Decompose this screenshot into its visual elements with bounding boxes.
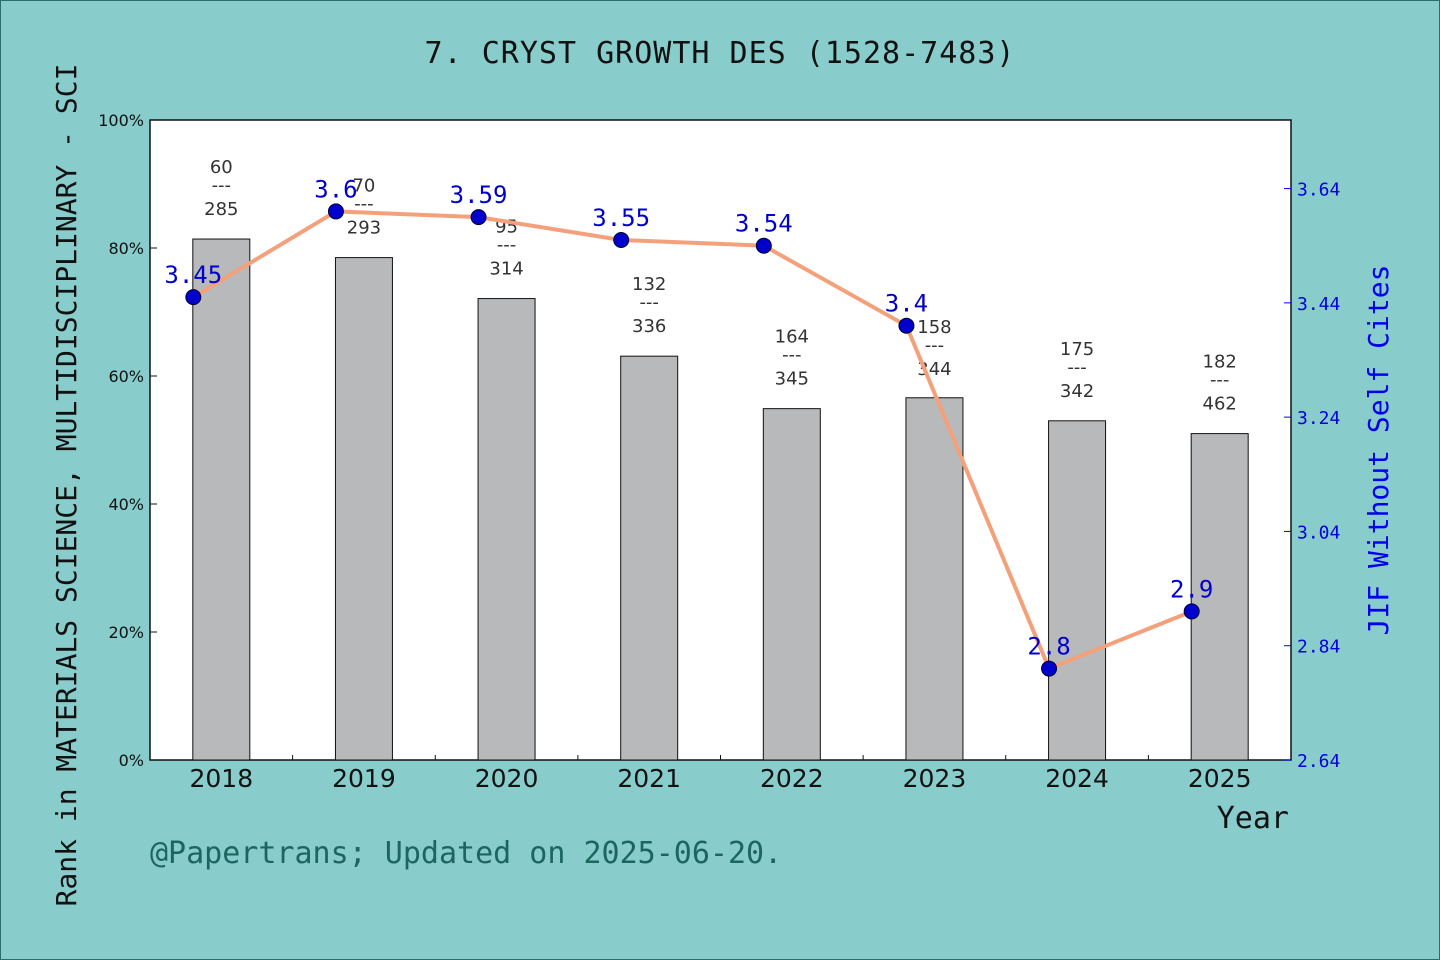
bar xyxy=(1190,433,1249,761)
bar xyxy=(905,397,964,761)
bar-rank-separator: --- xyxy=(1210,370,1230,391)
jif-data-label: 3.45 xyxy=(164,261,222,289)
bar xyxy=(762,408,821,761)
bar xyxy=(620,355,679,761)
y-tick-label: 100% xyxy=(98,111,144,130)
jif-data-label: 3.4 xyxy=(885,290,928,318)
x-tick-label: 2025 xyxy=(1188,764,1252,793)
y2-tick-label: 3.24 xyxy=(1297,408,1340,429)
bar-rank-separator: --- xyxy=(212,175,232,196)
bar-rank-separator: --- xyxy=(497,235,517,256)
jif-data-label: 3.59 xyxy=(450,181,508,209)
bar xyxy=(192,238,251,761)
y2-tick-label: 3.44 xyxy=(1297,294,1340,315)
y2-tick-label: 2.84 xyxy=(1297,637,1340,658)
jif-data-label: 3.54 xyxy=(735,210,793,238)
jif-point xyxy=(613,232,630,248)
bar-rank-separator: --- xyxy=(1067,357,1087,378)
x-tick-label: 2020 xyxy=(475,764,539,793)
jif-point xyxy=(1183,603,1200,620)
bar xyxy=(477,298,536,761)
y2-axis-title: JIF Without Self Cites xyxy=(1362,265,1395,636)
jif-point xyxy=(327,203,344,220)
y2-tick-label: 3.04 xyxy=(1297,522,1340,543)
y-tick-label: 20% xyxy=(108,623,144,642)
jif-data-label: 3.55 xyxy=(592,204,650,232)
y-tick-label: 80% xyxy=(108,239,144,258)
bar-rank-separator: --- xyxy=(925,335,945,356)
y2-tick-label: 3.64 xyxy=(1297,180,1340,201)
y-axis-title: Rank in MATERIALS SCIENCE, MULTIDISCIPLI… xyxy=(50,64,83,907)
plot-area xyxy=(149,119,1292,761)
x-tick-label: 2023 xyxy=(903,764,967,793)
bar xyxy=(1048,420,1107,761)
bar-rank-separator: --- xyxy=(782,345,802,366)
x-tick-label: 2018 xyxy=(190,764,254,793)
bar-rank-label: 175 xyxy=(1060,339,1094,360)
bar-total-label: 462 xyxy=(1203,394,1237,415)
jif-point xyxy=(470,209,487,226)
bar-rank-label: 164 xyxy=(775,327,809,348)
bar-rank-separator: --- xyxy=(639,292,659,313)
bar-total-label: 285 xyxy=(204,199,238,220)
jif-point xyxy=(755,237,772,254)
bar-total-label: 336 xyxy=(632,316,666,337)
jif-line xyxy=(192,209,1193,671)
y2-tick-label: 2.64 xyxy=(1297,751,1340,772)
bar-total-label: 342 xyxy=(1060,381,1094,402)
x-tick-label: 2024 xyxy=(1045,764,1109,793)
x-axis-title: Year xyxy=(1217,801,1289,836)
jif-point xyxy=(898,317,915,334)
x-tick-label: 2019 xyxy=(332,764,396,793)
bar-total-label: 345 xyxy=(775,369,809,390)
bar-rank-label: 182 xyxy=(1203,352,1237,373)
bar-rank-label: 158 xyxy=(917,317,951,338)
jif-data-label: 2.9 xyxy=(1170,575,1213,603)
bar xyxy=(334,257,393,761)
x-tick-label: 2022 xyxy=(760,764,824,793)
footer-note: @Papertrans; Updated on 2025-06-20. xyxy=(150,836,783,871)
bar-total-label: 314 xyxy=(489,259,523,280)
bar-rank-label: 60 xyxy=(210,157,233,178)
bar-rank-separator: --- xyxy=(354,194,374,215)
jif-data-label: 2.8 xyxy=(1027,633,1070,661)
y-tick-label: 0% xyxy=(119,751,144,770)
bar-rank-label: 70 xyxy=(352,176,375,197)
y-tick-label: 40% xyxy=(108,495,144,514)
jif-data-label: 3.6 xyxy=(314,175,357,203)
jif-point xyxy=(1041,660,1058,677)
bar-rank-label: 132 xyxy=(632,274,666,295)
jif-point xyxy=(185,289,202,306)
x-tick-label: 2021 xyxy=(617,764,681,793)
y-tick-label: 60% xyxy=(108,367,144,386)
bar-total-label: 293 xyxy=(347,218,381,239)
chart-title: 7. CRYST GROWTH DES (1528-7483) xyxy=(424,36,1016,71)
